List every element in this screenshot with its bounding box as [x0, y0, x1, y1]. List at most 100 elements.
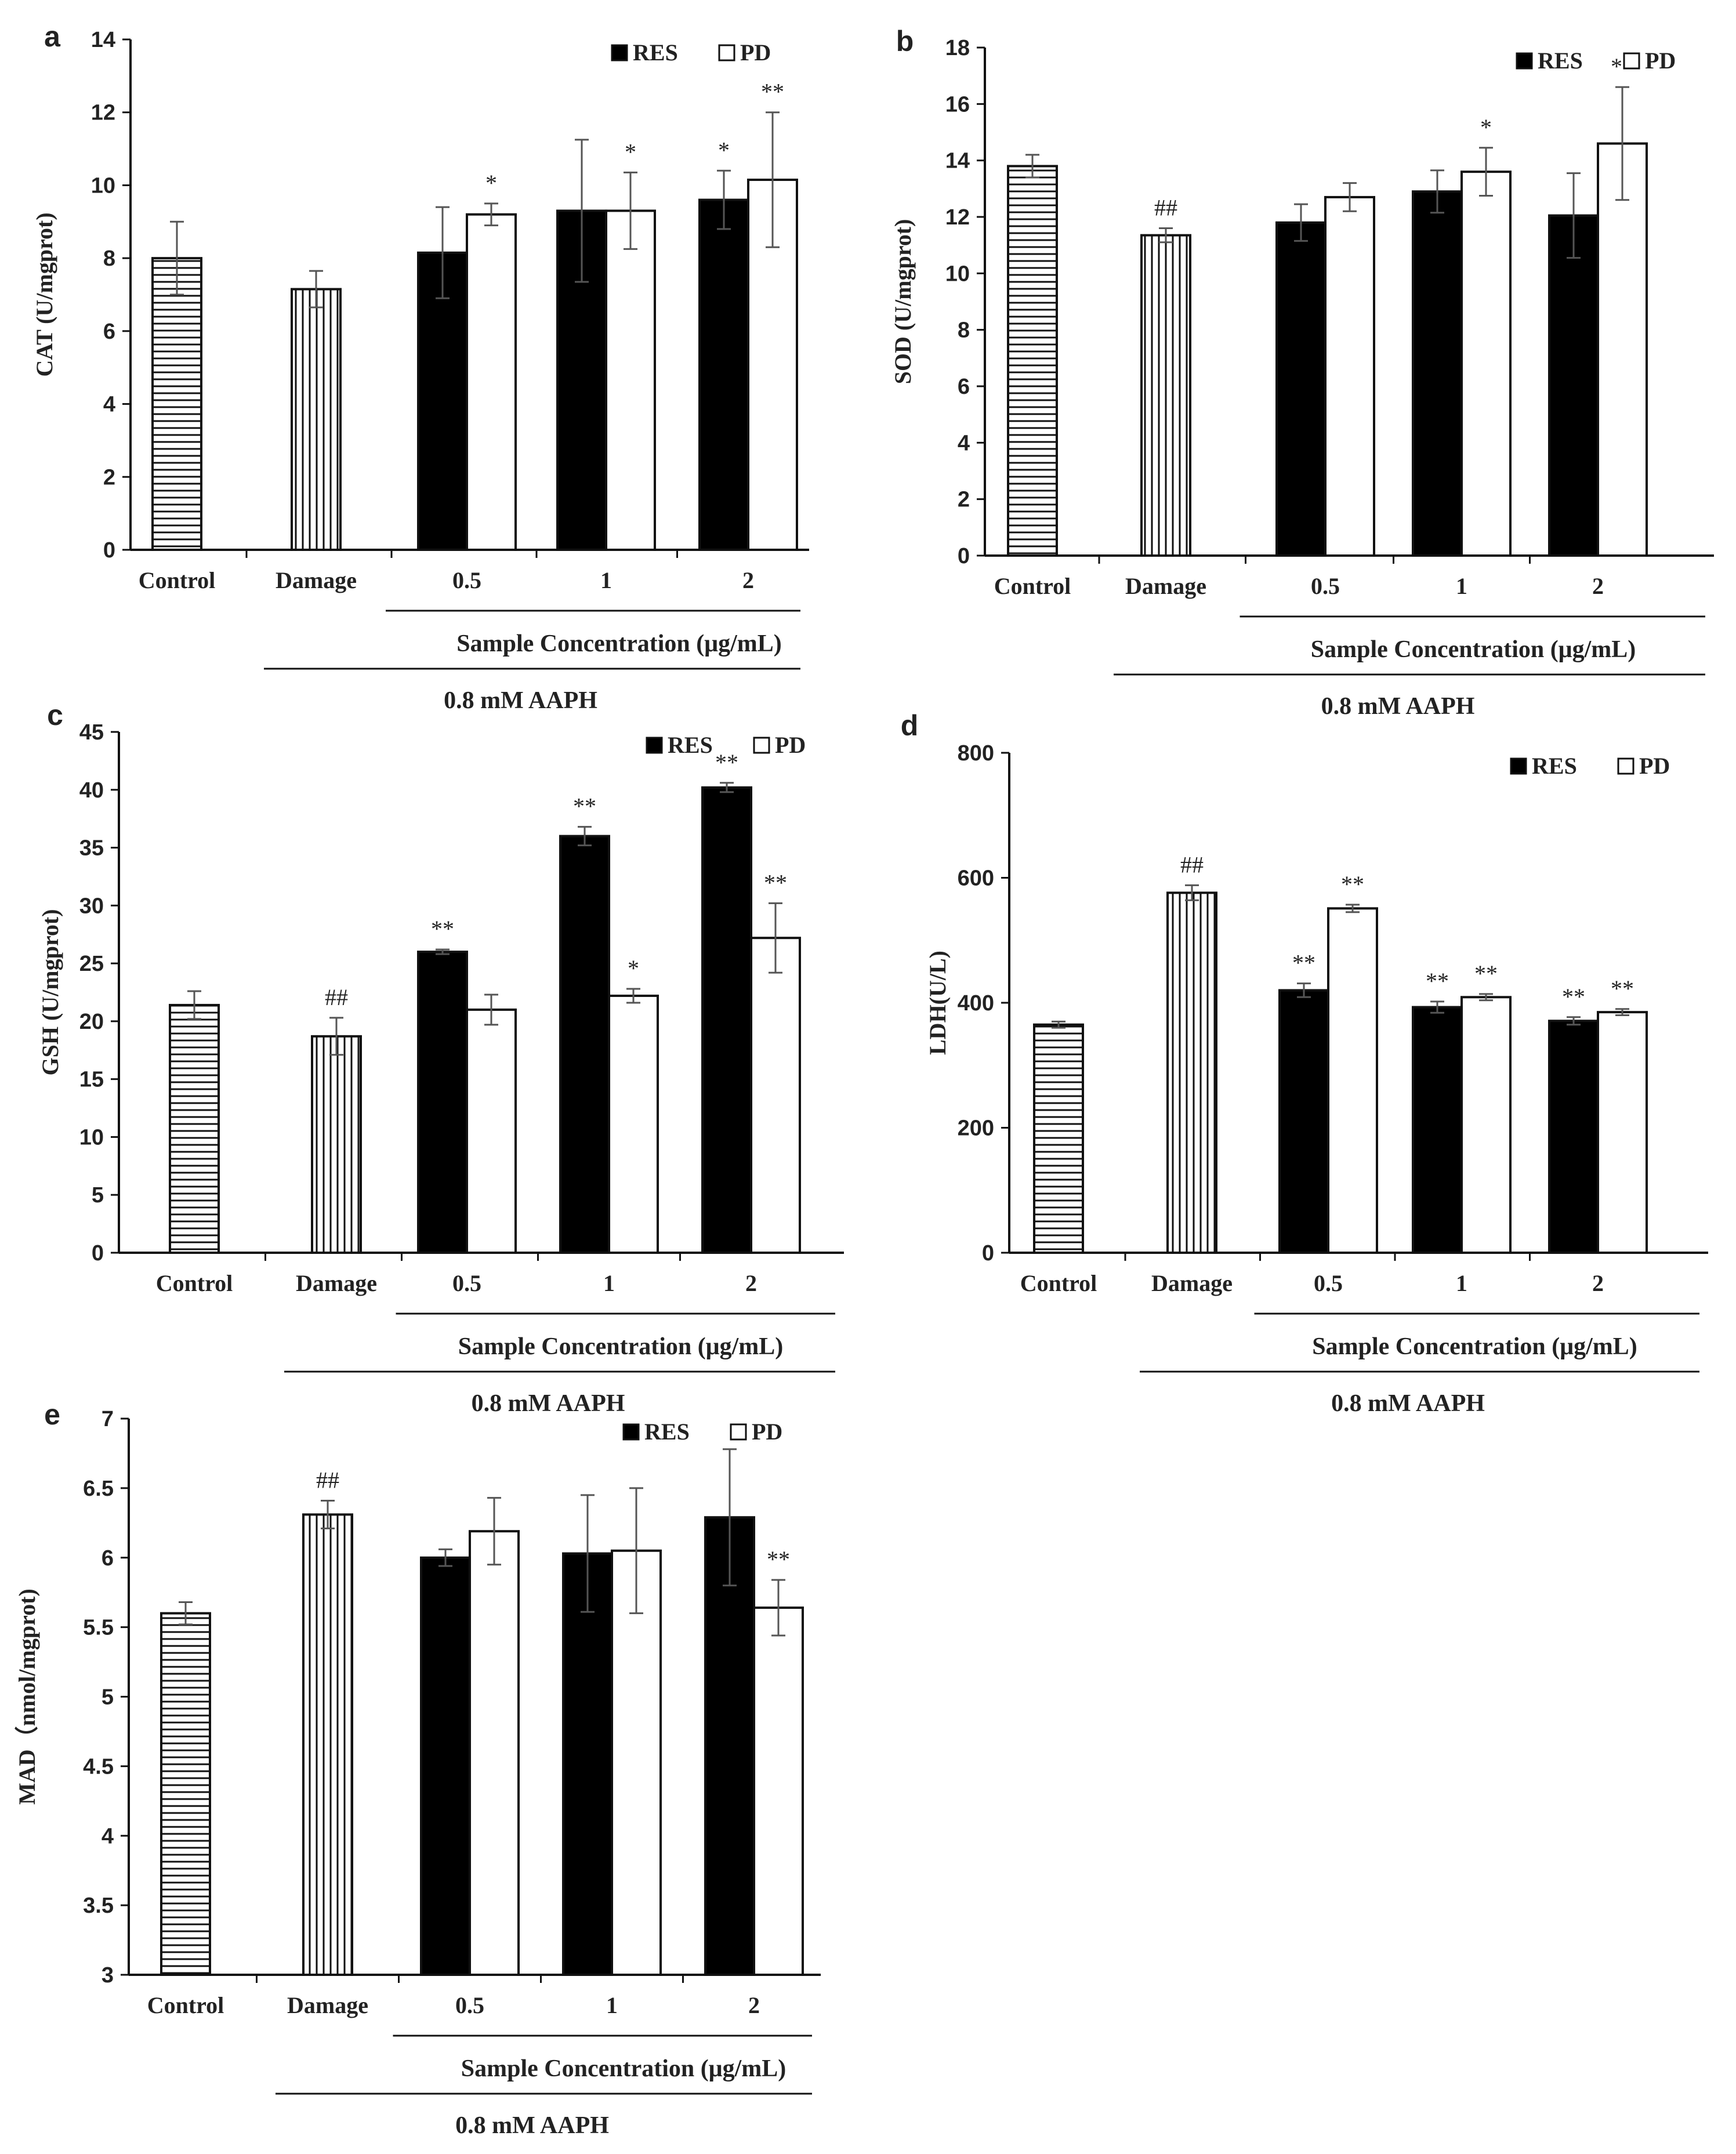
legend-label-res: RES [644, 1419, 690, 1445]
legend-swatch-pd [1623, 52, 1640, 70]
y-tick-label: 3 [102, 1963, 114, 1988]
bar-pd-1 [611, 1549, 662, 1976]
legend-label-res: RES [1532, 753, 1577, 779]
y-tick-label: 40 [79, 778, 104, 803]
panel-label: d [901, 709, 919, 742]
legend-label-res: RES [668, 732, 713, 758]
legend-swatch-res [622, 1423, 640, 1441]
bar-pd-0.5 [466, 213, 517, 551]
bar-res-1 [1412, 190, 1463, 557]
bar-res-2 [704, 1516, 755, 1976]
bar-damage [1140, 234, 1191, 557]
significance-label: ## [325, 984, 348, 1010]
x-category-label: Damage [287, 1992, 368, 2018]
bar-control [169, 1003, 220, 1254]
legend-label-res: RES [1538, 48, 1583, 74]
y-tick-label: 4 [103, 393, 115, 417]
treatment-label: 0.8 mM AAPH [444, 687, 597, 714]
bar-res-0.5 [1275, 221, 1327, 557]
y-tick-label: 35 [79, 836, 104, 861]
legend-label-pd: PD [1645, 48, 1676, 74]
bar-pd-2 [753, 1607, 804, 1977]
x-category-label: Damage [1151, 1270, 1233, 1296]
chart-panel-e: e 3 3.5 4 4.5 5 5.5 6 6.5 7 MAD（nmol/mgprot) Contro… [14, 1398, 821, 2139]
y-tick-label: 16 [945, 92, 970, 117]
treatment-label: 0.8 mM AAPH [455, 2112, 609, 2139]
significance-label: ## [1180, 851, 1204, 877]
panel-label: c [47, 699, 63, 731]
y-tick-label: 4 [958, 431, 970, 455]
significance-label: ** [715, 749, 738, 775]
legend-label-pd: PD [1639, 753, 1670, 779]
bar-control [1033, 1023, 1084, 1254]
bar-res-1 [562, 1552, 613, 1977]
y-tick-label: 12 [945, 205, 970, 230]
legend-label-pd: PD [752, 1419, 782, 1445]
x-category-label: 0.5 [1314, 1270, 1343, 1296]
legend-label-pd: PD [775, 732, 806, 758]
significance-label: ** [1292, 950, 1315, 976]
bar-pd-0.5 [1327, 907, 1378, 1254]
bar-damage [291, 288, 342, 551]
y-tick-label: 400 [958, 991, 994, 1016]
bar-pd-1 [605, 209, 656, 551]
bar-res-2 [698, 198, 749, 552]
x-category-label: 1 [606, 1992, 618, 2018]
y-tick-label: 4 [102, 1824, 114, 1848]
bar-pd-1 [608, 994, 659, 1254]
significance-label: ** [761, 79, 784, 105]
legend-swatch-res [611, 44, 628, 61]
bar-damage [302, 1513, 353, 1976]
bar-control [151, 257, 202, 551]
y-tick-label: 3.5 [83, 1894, 114, 1918]
bar-res-0.5 [420, 1556, 471, 1976]
y-tick-label: 30 [79, 894, 104, 918]
x-category-label: 0.5 [455, 1992, 484, 2018]
bar-pd-1 [1460, 171, 1512, 557]
legend-swatch-res [1516, 52, 1533, 70]
y-tick-label: 8 [103, 246, 115, 271]
x-category-label: Damage [276, 567, 357, 593]
x-category-label: Damage [296, 1270, 377, 1296]
panel-label: a [44, 20, 61, 53]
y-tick-label: 600 [958, 866, 994, 891]
x-category-label: 2 [1592, 573, 1604, 599]
significance-label: ** [1474, 960, 1498, 987]
y-tick-label: 7 [102, 1407, 114, 1431]
y-tick-label: 6.5 [83, 1477, 114, 1501]
bar-res-1 [559, 835, 610, 1254]
treatment-label: 0.8 mM AAPH [1331, 1390, 1485, 1417]
x-category-label: Control [139, 567, 216, 593]
bar-res-2 [701, 786, 752, 1254]
significance-label: ** [1426, 968, 1449, 994]
legend-label-res: RES [633, 39, 678, 66]
significance-label: ** [431, 916, 454, 942]
bar-damage [1166, 891, 1217, 1254]
y-tick-label: 15 [79, 1068, 104, 1092]
significance-label: ** [1341, 871, 1364, 897]
y-axis-label: CAT (U/mgprot) [31, 212, 57, 376]
y-axis-label: MAD（nmol/mgprot) [14, 1589, 40, 1805]
bar-pd-2 [1597, 142, 1648, 557]
x-category-label: 0.5 [1311, 573, 1340, 599]
y-tick-label: 6 [102, 1546, 114, 1571]
y-tick-label: 5 [102, 1685, 114, 1710]
chart-panel-c: c 0 5 10 15 20 25 30 35 40 45 GSH (U/mgprot) Control… [37, 699, 844, 1417]
y-tick-label: 0 [958, 544, 970, 568]
legend-swatch-pd [718, 44, 735, 61]
significance-label: ## [1154, 194, 1177, 220]
x-category-label: 1 [600, 567, 612, 593]
y-tick-label: 10 [79, 1125, 104, 1149]
x-category-label: 2 [748, 1992, 760, 2018]
x-category-label: Control [147, 1992, 224, 2018]
y-tick-label: 5 [92, 1183, 104, 1207]
y-tick-label: 0 [103, 538, 115, 563]
concentration-label: Sample Concentration (μg/mL) [1311, 636, 1636, 663]
concentration-label: Sample Concentration (μg/mL) [458, 1333, 783, 1360]
significance-label: * [485, 170, 497, 196]
bar-res-0.5 [1278, 989, 1329, 1254]
x-category-label: 1 [603, 1270, 615, 1296]
x-category-label: Damage [1125, 573, 1206, 599]
